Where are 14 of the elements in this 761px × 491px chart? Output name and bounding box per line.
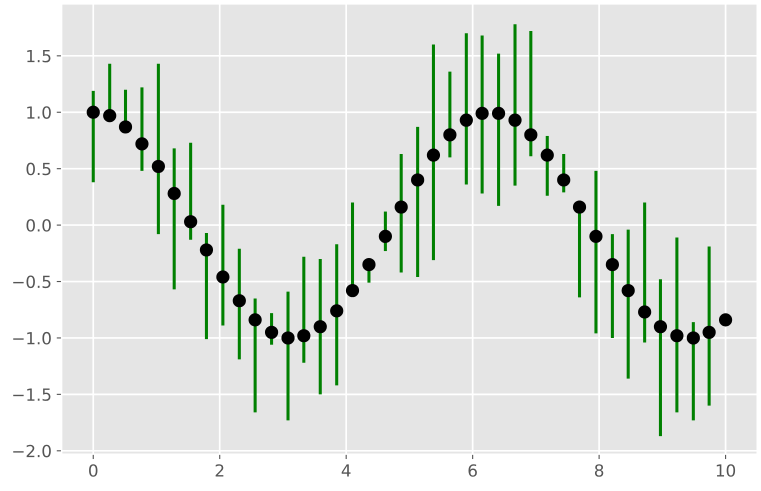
x-tick-label: 10 — [716, 464, 736, 477]
x-tick-label: 8 — [594, 464, 604, 477]
x-tick-label: 0 — [89, 464, 98, 477]
y-tick-label: 1.5 — [27, 50, 50, 62]
x-tick-label: 2 — [216, 464, 224, 477]
y-tick-label: 1.0 — [27, 106, 51, 119]
y-tick-label: −2.0 — [13, 444, 51, 458]
x-tick-label: 4 — [342, 464, 351, 477]
y-tick-label: 0.5 — [26, 162, 50, 176]
y-tick-label: −1.0 — [13, 332, 51, 345]
y-tick-label: −0.5 — [13, 275, 50, 288]
x-tick-label: 6 — [468, 464, 477, 477]
y-tick-label: 0.0 — [26, 219, 51, 232]
y-tick-label: −1.5 — [13, 388, 50, 401]
